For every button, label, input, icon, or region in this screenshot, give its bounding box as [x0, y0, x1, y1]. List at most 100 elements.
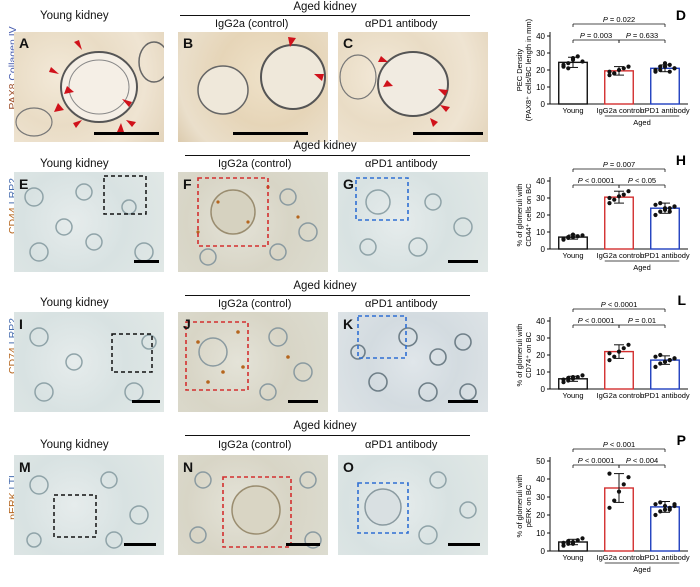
panel-letter-I: I — [19, 316, 23, 332]
data-point — [653, 202, 658, 207]
data-point — [612, 197, 617, 202]
p-symbol: P — [601, 300, 606, 309]
data-point — [667, 62, 672, 67]
panel-letter-O: O — [343, 459, 354, 475]
y-tick-label: 40 — [536, 317, 545, 326]
row3-aged-line — [185, 295, 470, 296]
data-point — [580, 536, 585, 541]
category-label-2: αPD1 antibody — [640, 553, 690, 562]
row2-aged-line — [185, 155, 470, 156]
data-point — [616, 67, 622, 73]
y-axis-label-2: CD44⁺ cells on BC — [524, 183, 533, 247]
scale-bar-C — [413, 132, 483, 135]
data-point — [662, 206, 668, 211]
data-point — [672, 204, 677, 209]
y-axis-label-1: % of glomeruli with — [515, 475, 524, 538]
row1-apd1-title: αPD1 antibody — [365, 18, 438, 30]
data-point — [626, 189, 631, 194]
panel-E-tubules — [24, 175, 154, 262]
y-tick-label: 10 — [536, 83, 545, 92]
data-point — [621, 482, 626, 487]
row1-igg-title: IgG2a (control) — [215, 18, 289, 30]
y-tick-label: 20 — [536, 211, 545, 220]
bar-2 — [650, 67, 680, 105]
data-point — [612, 498, 617, 503]
data-point — [575, 375, 580, 380]
data-point — [653, 212, 658, 218]
category-label-0: Young — [563, 251, 584, 260]
panel-letter-K: K — [343, 316, 354, 332]
data-point — [653, 67, 658, 73]
row4-young-title: Young kidney — [40, 439, 109, 451]
p-symbol: P — [626, 456, 631, 465]
p-value-label: P < 0.0001 — [578, 316, 615, 325]
row4-aged-title: Aged kidney — [293, 420, 357, 432]
data-point — [658, 67, 663, 73]
data-point — [662, 64, 668, 69]
y-tick-label: 10 — [536, 529, 545, 538]
data-point — [658, 64, 663, 69]
data-point — [653, 502, 658, 507]
scale-bar-E — [134, 260, 159, 263]
row4-apd1-title: αPD1 antibody — [365, 439, 438, 451]
chart-letter-H: H — [676, 152, 686, 168]
data-point — [575, 234, 580, 239]
p-value-label: P = 0.007 — [603, 160, 635, 169]
data-point — [561, 540, 566, 545]
data-point — [607, 351, 612, 356]
panel-G-tubules — [355, 177, 473, 257]
data-point — [658, 352, 663, 358]
p-symbol: P — [628, 316, 633, 325]
y-tick-label: 40 — [536, 177, 545, 186]
row3-apd1-title: αPD1 antibody — [365, 298, 438, 310]
p-value: < 0.0001 — [583, 316, 615, 325]
p-symbol: P — [578, 456, 583, 465]
row2-igg-title: IgG2a (control) — [218, 158, 292, 170]
data-point — [621, 346, 626, 351]
data-point — [672, 66, 677, 71]
data-point — [662, 503, 668, 509]
panel-letter-N: N — [183, 459, 194, 475]
scale-bar-M — [124, 543, 156, 546]
p-value-label: P < 0.05 — [628, 176, 656, 185]
panel-C-glomerulus — [339, 51, 450, 127]
panel-letter-M: M — [19, 459, 31, 475]
p-value: < 0.004 — [631, 456, 658, 465]
chart-P: P 0 10 20 30 40 50 % of glomeruli with pERK on B… — [515, 432, 690, 574]
data-point — [570, 541, 576, 546]
data-point — [626, 64, 631, 69]
p-value-label: P = 0.003 — [580, 31, 612, 40]
category-label-1: IgG2a control — [596, 391, 641, 400]
panel-I-image: I — [14, 312, 164, 412]
data-point — [612, 71, 617, 76]
panel-letter-J: J — [183, 316, 191, 332]
y-tick-label: 20 — [536, 511, 545, 520]
panel-F-tubules — [196, 177, 318, 266]
group-label: Aged — [633, 118, 651, 127]
scale-bar-A — [94, 132, 159, 135]
y-tick-label: 10 — [536, 368, 545, 377]
data-point — [621, 192, 626, 197]
category-label-0: Young — [563, 391, 584, 400]
data-point — [566, 539, 571, 544]
row4-igg-title: IgG2a (control) — [218, 439, 292, 451]
y-tick-label: 0 — [541, 547, 546, 556]
data-point — [662, 359, 668, 364]
data-point — [607, 201, 612, 206]
y-axis-label-2: (PAX8⁺ cells/BC length in mm) — [524, 18, 533, 121]
data-point — [621, 66, 626, 71]
p-value-label: P < 0.0001 — [601, 300, 638, 309]
data-point — [566, 235, 571, 240]
p-value: < 0.001 — [608, 440, 635, 449]
y-tick-label: 20 — [536, 351, 545, 360]
row4-aged-line — [185, 435, 470, 436]
data-point — [667, 507, 672, 512]
p-symbol: P — [580, 31, 585, 40]
chart-letter-D: D — [676, 7, 686, 23]
scale-bar-B — [233, 132, 308, 135]
data-point — [561, 377, 566, 382]
p-value-label: P < 0.001 — [603, 440, 635, 449]
data-point — [607, 358, 612, 363]
panel-K-image: K — [338, 312, 488, 412]
p-symbol: P — [603, 15, 608, 24]
